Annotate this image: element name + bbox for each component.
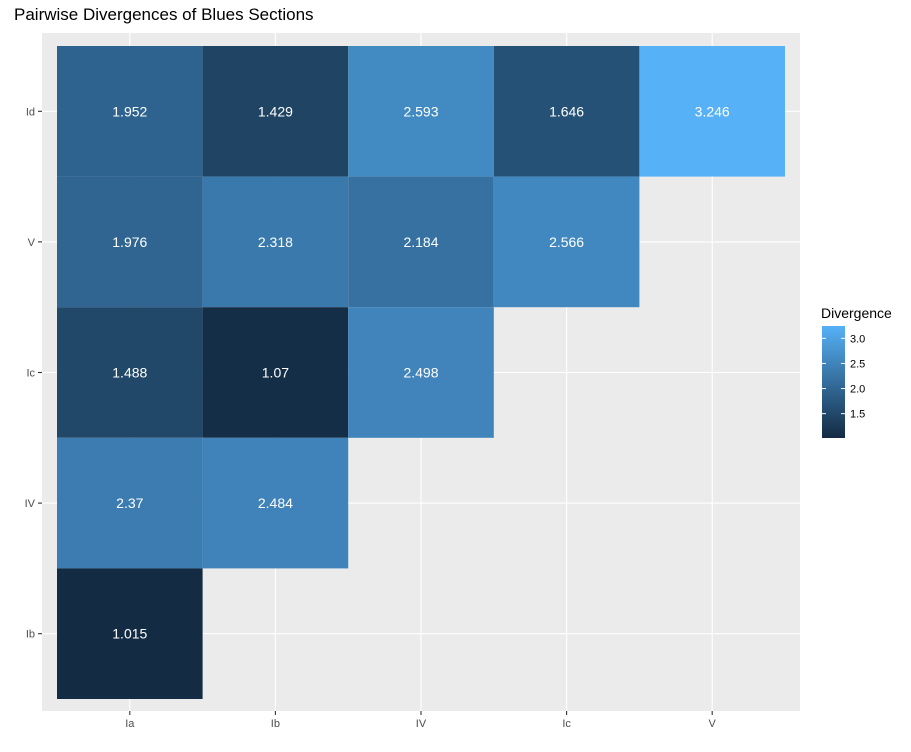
heatmap-cell [348,176,494,308]
heatmap-cell [202,307,349,438]
cell-value-label: 2.484 [258,495,293,511]
cell-value-label: 2.566 [549,234,584,250]
legend-colorbar [822,326,845,438]
cell-value-label: 1.429 [258,103,293,119]
heatmap-cell [57,437,203,569]
legend-tick-label: 3.0 [850,333,865,345]
heatmap-cell [493,46,640,177]
y-axis: Ib IV Ic V Id [25,106,42,641]
y-tick-label: Id [26,106,35,118]
cell-value-label: 2.593 [403,103,438,119]
x-tick-label: V [709,718,717,730]
cell-value-label: 1.952 [112,103,147,119]
heatmap-cell [348,307,494,438]
legend-tick-label: 2.0 [850,384,865,396]
heatmap-cell [493,176,640,308]
legend: Divergence 1.5 2.0 2.5 3.0 [821,305,892,438]
y-tick-label: Ib [26,629,35,641]
cell-value-label: 1.488 [112,365,147,381]
cell-value-label: 1.976 [112,234,147,250]
x-tick-label: IV [416,718,427,730]
cell-value-label: 3.246 [695,103,730,119]
heatmap-cell [202,46,349,177]
heatmap-cell [348,46,494,177]
x-tick-label: Ib [271,718,280,730]
heatmap-cells [57,46,785,699]
cell-value-label: 1.07 [262,365,289,381]
legend-tick-label: 2.5 [850,358,865,370]
heatmap-cell [57,307,203,438]
cell-labels: 1.952 1.429 2.593 1.646 3.246 1.976 2.318 2.184… [112,103,730,641]
cell-value-label: 1.015 [112,626,147,642]
legend-tick-label: 1.5 [850,409,865,421]
x-tick-label: Ia [125,718,135,730]
y-tick-label: Ic [26,368,35,380]
heatmap-cell [57,176,203,308]
heatmap-cell [202,176,349,308]
cell-value-label: 2.498 [403,365,438,381]
y-tick-label: V [28,237,36,249]
cell-value-label: 2.318 [258,234,293,250]
heatmap-cell [639,46,785,177]
legend-ticks: 1.5 2.0 2.5 3.0 [822,333,865,421]
cell-value-label: 1.646 [549,103,584,119]
legend-title: Divergence [821,305,892,321]
cell-value-label: 2.37 [116,495,143,511]
heatmap-cell [57,46,203,177]
chart-title: Pairwise Divergences of Blues Sections [14,5,314,24]
y-tick-label: IV [25,498,36,510]
x-axis: Ia Ib IV Ic V [125,711,717,730]
heatmap-cell [57,568,203,699]
heatmap-cell [202,437,349,569]
cell-value-label: 2.184 [403,234,438,250]
x-tick-label: Ic [562,718,571,730]
